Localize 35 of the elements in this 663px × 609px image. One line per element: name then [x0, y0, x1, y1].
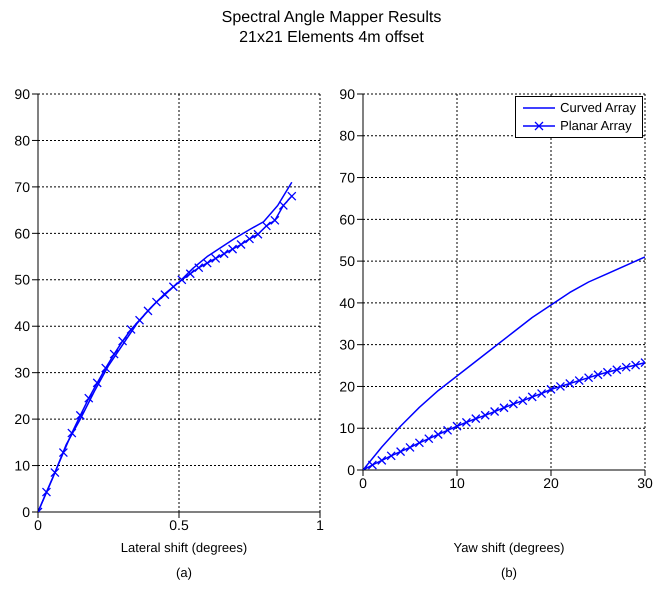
x-tick-label: 10 — [449, 474, 465, 491]
y-tick-label: 30 — [339, 336, 356, 353]
y-tick-label: 90 — [339, 86, 356, 102]
y-tick-label: 30 — [14, 364, 30, 381]
x-tick-label: 0.5 — [169, 516, 189, 533]
y-tick-label: 60 — [14, 225, 30, 242]
y-tick-label: 60 — [339, 211, 356, 228]
chart-title: Spectral Angle Mapper Results — [220, 8, 442, 28]
x-axis-title: Yaw shift (degrees) — [452, 540, 566, 555]
y-tick-label: 80 — [339, 128, 356, 144]
y-tick-label: 20 — [339, 378, 356, 394]
x-tick-label: 0 — [359, 474, 368, 491]
x-tick-label: 20 — [543, 474, 559, 491]
chart-subtitle: 21x21 Elements 4m offset — [238, 28, 425, 48]
x-tick-label: 1 — [316, 516, 324, 533]
y-tick-label: 50 — [14, 272, 30, 288]
legend-label: Planar Array — [560, 117, 632, 135]
text: (a) — [175, 565, 193, 580]
y-tick-label: 20 — [14, 411, 30, 428]
y-tick-label: 90 — [14, 86, 30, 102]
x-tick-label: 0 — [34, 516, 42, 533]
y-tick-label: 70 — [339, 170, 356, 186]
y-tick-label: 10 — [339, 420, 356, 436]
y-tick-label: 40 — [14, 318, 30, 334]
y-tick-label: 40 — [339, 294, 356, 311]
legend-label: Curved Array — [560, 99, 636, 117]
y-tick-label: 50 — [339, 253, 356, 270]
y-tick-label: 0 — [22, 504, 30, 520]
x-tick-label: 30 — [637, 474, 653, 491]
y-tick-label: 80 — [14, 132, 30, 148]
y-tick-label: 0 — [347, 462, 356, 478]
y-tick-label: 10 — [14, 458, 30, 474]
y-tick-label: 70 — [14, 178, 30, 195]
text: (b) — [500, 565, 518, 580]
x-axis-title: Lateral shift (degrees) — [120, 540, 248, 555]
